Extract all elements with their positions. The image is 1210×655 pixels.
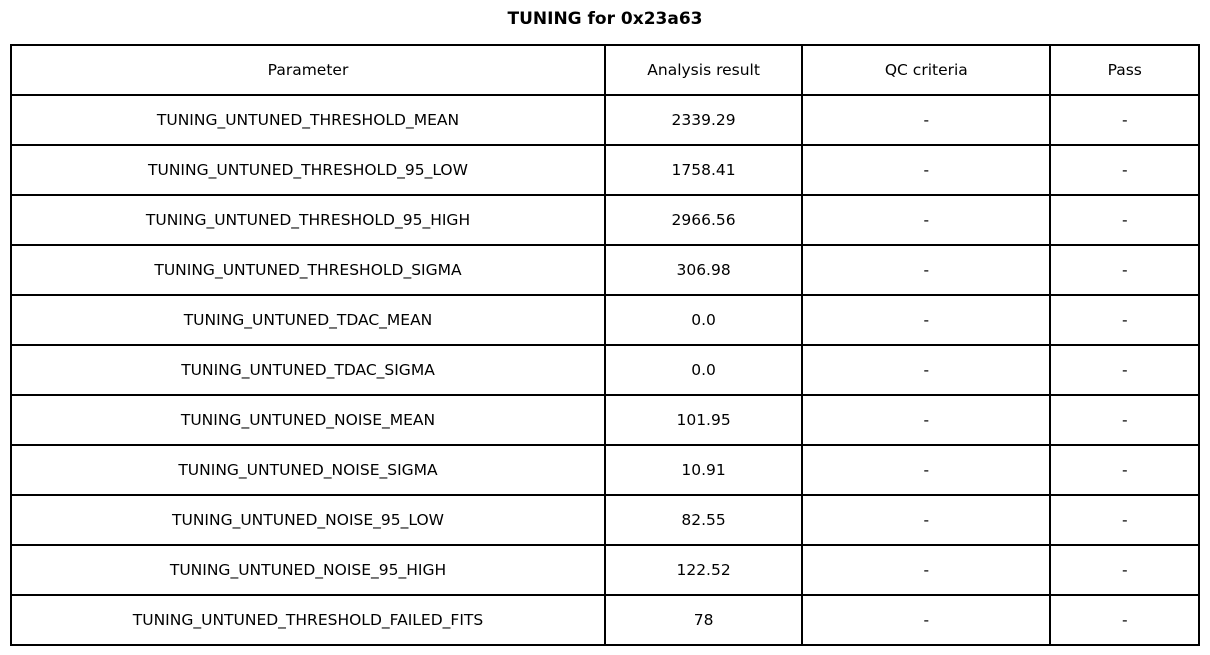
cell-analysis-result: 82.55 [603, 494, 804, 546]
cell-pass: - [1049, 494, 1200, 546]
table-row: TUNING_UNTUNED_NOISE_SIGMA 10.91 - - [10, 444, 1200, 496]
cell-pass: - [1049, 244, 1200, 296]
cell-qc-criteria: - [801, 244, 1052, 296]
table-header: Parameter Analysis result QC criteria Pa… [10, 44, 1200, 96]
table-row: TUNING_UNTUNED_TDAC_MEAN 0.0 - - [10, 294, 1200, 346]
column-header-analysis-result: Analysis result [603, 44, 804, 96]
table-row: TUNING_UNTUNED_NOISE_MEAN 101.95 - - [10, 394, 1200, 446]
cell-analysis-result: 2966.56 [603, 194, 804, 246]
cell-pass: - [1049, 144, 1200, 196]
header-row: Parameter Analysis result QC criteria Pa… [10, 44, 1200, 96]
cell-parameter: TUNING_UNTUNED_NOISE_MEAN [10, 394, 606, 446]
cell-analysis-result: 2339.29 [603, 94, 804, 146]
cell-parameter: TUNING_UNTUNED_TDAC_SIGMA [10, 344, 606, 396]
cell-qc-criteria: - [801, 544, 1052, 596]
cell-parameter: TUNING_UNTUNED_THRESHOLD_MEAN [10, 94, 606, 146]
table-row: TUNING_UNTUNED_NOISE_95_LOW 82.55 - - [10, 494, 1200, 546]
cell-parameter: TUNING_UNTUNED_THRESHOLD_95_HIGH [10, 194, 606, 246]
cell-qc-criteria: - [801, 444, 1052, 496]
table-row: TUNING_UNTUNED_THRESHOLD_SIGMA 306.98 - … [10, 244, 1200, 296]
cell-qc-criteria: - [801, 94, 1052, 146]
cell-qc-criteria: - [801, 494, 1052, 546]
table-row: TUNING_UNTUNED_THRESHOLD_95_LOW 1758.41 … [10, 144, 1200, 196]
page-title: TUNING for 0x23a63 [507, 9, 703, 29]
cell-parameter: TUNING_UNTUNED_THRESHOLD_95_LOW [10, 144, 606, 196]
cell-analysis-result: 10.91 [603, 444, 804, 496]
cell-pass: - [1049, 594, 1200, 646]
cell-analysis-result: 122.52 [603, 544, 804, 596]
cell-pass: - [1049, 94, 1200, 146]
cell-qc-criteria: - [801, 594, 1052, 646]
table-row: TUNING_UNTUNED_THRESHOLD_MEAN 2339.29 - … [10, 94, 1200, 146]
cell-pass: - [1049, 544, 1200, 596]
cell-pass: - [1049, 344, 1200, 396]
cell-analysis-result: 306.98 [603, 244, 804, 296]
table-row: TUNING_UNTUNED_TDAC_SIGMA 0.0 - - [10, 344, 1200, 396]
cell-parameter: TUNING_UNTUNED_THRESHOLD_FAILED_FITS [10, 594, 606, 646]
table-row: TUNING_UNTUNED_THRESHOLD_95_HIGH 2966.56… [10, 194, 1200, 246]
cell-qc-criteria: - [801, 394, 1052, 446]
cell-parameter: TUNING_UNTUNED_NOISE_95_LOW [10, 494, 606, 546]
table-row: TUNING_UNTUNED_NOISE_95_HIGH 122.52 - - [10, 544, 1200, 596]
cell-analysis-result: 0.0 [603, 294, 804, 346]
cell-qc-criteria: - [801, 344, 1052, 396]
cell-pass: - [1049, 444, 1200, 496]
cell-analysis-result: 101.95 [603, 394, 804, 446]
cell-parameter: TUNING_UNTUNED_NOISE_SIGMA [10, 444, 606, 496]
cell-parameter: TUNING_UNTUNED_NOISE_95_HIGH [10, 544, 606, 596]
column-header-pass: Pass [1049, 44, 1200, 96]
column-header-parameter: Parameter [10, 44, 606, 96]
table-row: TUNING_UNTUNED_THRESHOLD_FAILED_FITS 78 … [10, 594, 1200, 646]
cell-analysis-result: 78 [603, 594, 804, 646]
cell-parameter: TUNING_UNTUNED_TDAC_MEAN [10, 294, 606, 346]
cell-analysis-result: 0.0 [603, 344, 804, 396]
cell-pass: - [1049, 294, 1200, 346]
cell-parameter: TUNING_UNTUNED_THRESHOLD_SIGMA [10, 244, 606, 296]
cell-qc-criteria: - [801, 194, 1052, 246]
cell-qc-criteria: - [801, 144, 1052, 196]
cell-pass: - [1049, 394, 1200, 446]
cell-analysis-result: 1758.41 [603, 144, 804, 196]
table-body: TUNING_UNTUNED_THRESHOLD_MEAN 2339.29 - … [10, 94, 1200, 646]
column-header-qc-criteria: QC criteria [801, 44, 1052, 96]
cell-pass: - [1049, 194, 1200, 246]
cell-qc-criteria: - [801, 294, 1052, 346]
tuning-results-table: Parameter Analysis result QC criteria Pa… [10, 44, 1200, 646]
